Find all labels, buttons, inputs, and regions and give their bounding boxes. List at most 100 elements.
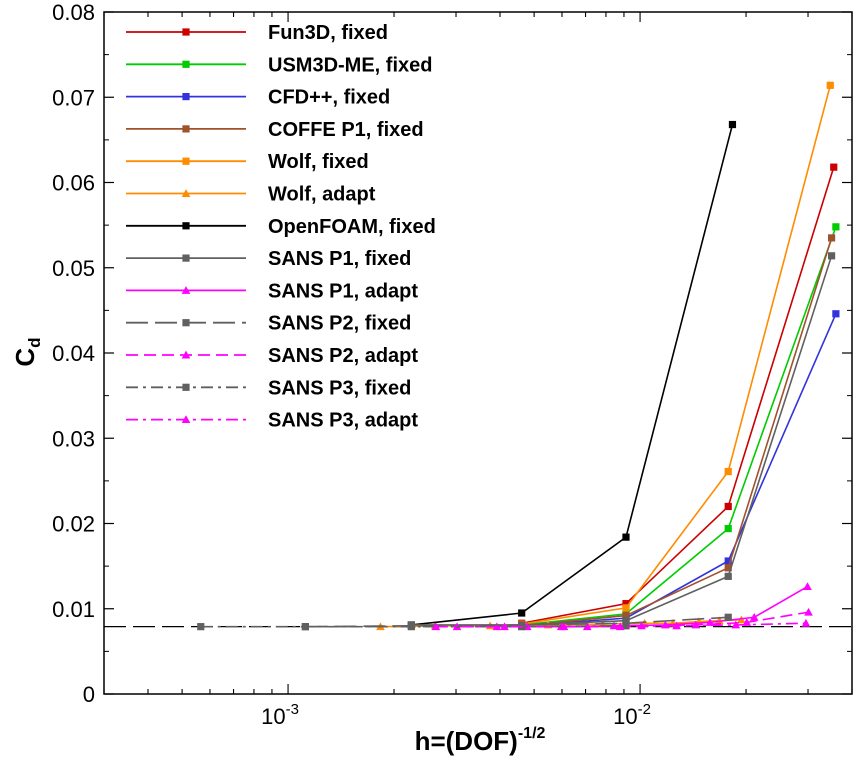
- data-point: [801, 618, 811, 627]
- series-0: [518, 163, 838, 627]
- legend-label: Fun3D, fixed: [268, 22, 388, 44]
- legend-label: Wolf, adapt: [268, 184, 376, 206]
- legend-label: CFD++, fixed: [268, 87, 390, 109]
- data-point: [728, 120, 737, 129]
- series-line: [521, 226, 837, 626]
- series-1: [518, 223, 840, 629]
- data-point: [691, 620, 701, 629]
- data-point: [832, 223, 840, 231]
- legend-marker: [182, 157, 190, 165]
- x-axis-title: h=(DOF)-1/2: [415, 725, 546, 756]
- y-tick-label: 0: [83, 682, 95, 707]
- data-point: [830, 163, 838, 171]
- data-point: [518, 609, 526, 617]
- data-point: [826, 81, 834, 89]
- series-line: [411, 124, 734, 626]
- series-12: [431, 618, 811, 631]
- legend: Fun3D, fixed USM3D-ME, fixed CFD++, fixed C…: [126, 22, 436, 432]
- legend-marker: [181, 350, 191, 359]
- data-point: [559, 622, 569, 631]
- legend-entry: SANS P1, fixed: [126, 248, 411, 270]
- legend-marker: [181, 415, 191, 424]
- y-tick-label: 0.05: [52, 256, 95, 281]
- legend-marker: [182, 319, 190, 327]
- legend-label: SANS P2, fixed: [268, 313, 411, 335]
- legend-entry: SANS P2, adapt: [126, 345, 418, 367]
- data-point: [622, 611, 630, 620]
- legend-label: SANS P3, adapt: [268, 410, 418, 432]
- legend-label: OpenFOAM, fixed: [268, 216, 436, 238]
- legend-entry: SANS P3, fixed: [126, 377, 411, 399]
- data-point: [724, 564, 732, 572]
- y-tick-label: 0.07: [52, 85, 95, 110]
- y-tick-label: 0.08: [52, 0, 95, 25]
- legend-marker: [182, 254, 190, 262]
- data-point: [724, 613, 732, 621]
- data-point: [724, 467, 732, 476]
- y-axis-title: Cd: [10, 337, 44, 366]
- legend-marker: [182, 60, 190, 68]
- data-point: [724, 502, 732, 511]
- data-point: [431, 622, 441, 631]
- data-point: [827, 252, 836, 260]
- data-point: [622, 622, 630, 630]
- series-line: [521, 85, 832, 625]
- legend-marker: [182, 28, 190, 36]
- plot-area: [103, 11, 853, 695]
- data-point: [724, 525, 732, 533]
- legend-label: SANS P1, adapt: [268, 280, 418, 302]
- series-3: [518, 234, 836, 630]
- legend-entry: CFD++, fixed: [126, 87, 390, 109]
- data-point: [731, 620, 741, 629]
- legend-entry: COFFE P1, fixed: [126, 119, 424, 141]
- x-tick-label: 10-3: [261, 701, 299, 729]
- y-tick-label: 0.02: [52, 512, 95, 537]
- data-point: [622, 604, 630, 612]
- legend-label: USM3D-ME, fixed: [268, 54, 432, 76]
- data-point: [615, 622, 625, 631]
- data-point: [301, 623, 309, 631]
- data-point: [622, 600, 630, 608]
- series-line: [521, 237, 833, 627]
- data-point: [637, 621, 646, 630]
- legend-marker: [182, 125, 190, 133]
- legend-marker: [181, 286, 191, 294]
- data-point: [742, 618, 752, 626]
- legend-entry: Wolf, fixed: [126, 151, 369, 173]
- data-point: [749, 612, 759, 621]
- legend-entry: SANS P3, adapt: [126, 410, 418, 432]
- data-point: [197, 623, 205, 631]
- data-point: [500, 622, 509, 631]
- plot-frame: [103, 11, 853, 695]
- series-6: [407, 120, 737, 629]
- legend-entry: OpenFOAM, fixed: [126, 216, 436, 238]
- data-point: [804, 607, 813, 616]
- series-4: [518, 81, 834, 628]
- data-point: [622, 533, 630, 541]
- y-tick-label: 0.06: [52, 171, 95, 196]
- y-tick-label: 0.01: [52, 597, 95, 622]
- data-point: [827, 234, 836, 242]
- data-point: [724, 572, 732, 580]
- legend-label: COFFE P1, fixed: [268, 119, 424, 141]
- data-point: [407, 623, 415, 631]
- legend-entry: Fun3D, fixed: [126, 22, 388, 44]
- legend-marker: [182, 383, 190, 391]
- series-line: [521, 166, 835, 625]
- legend-marker: [182, 222, 190, 230]
- legend-marker: [181, 189, 191, 197]
- legend-label: SANS P1, fixed: [268, 248, 411, 270]
- axes-layer: 0 0.01 0.02 0.03 0.04 0.05 0.06 0.07 0.08 10-3 10-…: [52, 0, 853, 729]
- legend-entry: SANS P1, adapt: [126, 280, 418, 302]
- y-tick-label: 0.03: [52, 426, 95, 451]
- legend-entry: Wolf, adapt: [126, 184, 376, 206]
- data-point: [803, 582, 812, 591]
- y-tick-label: 0.04: [52, 341, 95, 366]
- legend-label: Wolf, fixed: [268, 151, 369, 173]
- series-layer: [197, 81, 840, 631]
- legend-entry: USM3D-ME, fixed: [126, 54, 432, 76]
- x-tick-label: 10-2: [613, 701, 651, 729]
- legend-label: SANS P3, fixed: [268, 377, 411, 399]
- data-point: [672, 621, 681, 630]
